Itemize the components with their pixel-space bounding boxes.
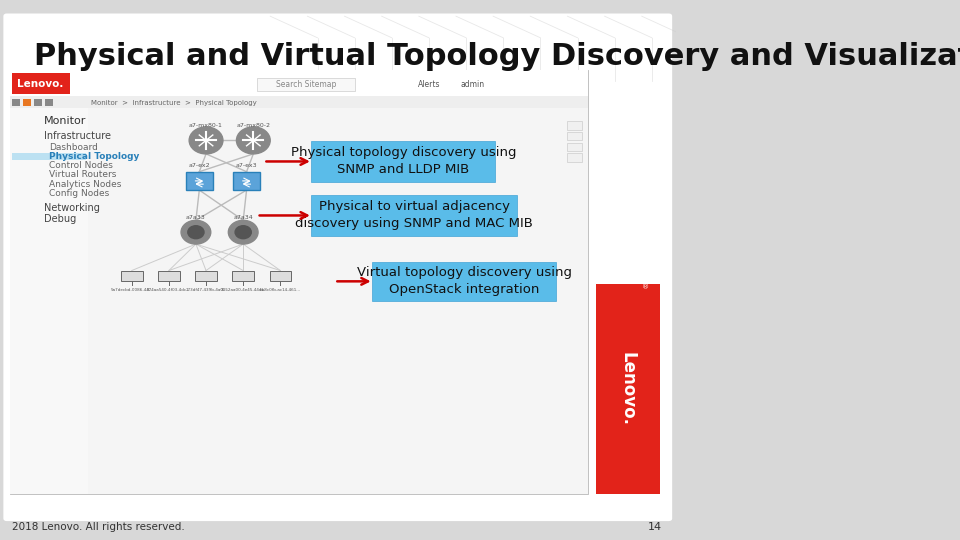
Bar (186, 172, 213, 190)
FancyBboxPatch shape (311, 195, 516, 236)
Text: Debug: Debug (44, 214, 76, 224)
Text: Physical to virtual adjacency
discovery using SNMP and MAC MIB: Physical to virtual adjacency discovery … (295, 200, 533, 231)
Text: Physical topology discovery using
SNMP and LLDP MIB: Physical topology discovery using SNMP a… (291, 146, 516, 177)
Text: Dashboard: Dashboard (49, 143, 98, 152)
Bar (232, 271, 254, 281)
Bar (256, 78, 354, 91)
Bar (12, 73, 69, 94)
Bar (567, 153, 583, 162)
Text: Networking: Networking (44, 203, 100, 213)
FancyBboxPatch shape (4, 14, 672, 521)
Text: Search Sitemap: Search Sitemap (276, 80, 336, 89)
Text: a7-ex2: a7-ex2 (188, 163, 210, 168)
Bar (12, 99, 20, 106)
Text: Analytics Nodes: Analytics Nodes (49, 180, 121, 188)
Bar (34, 99, 42, 106)
Text: Physical Topology: Physical Topology (49, 152, 139, 161)
Text: a7a34: a7a34 (233, 214, 253, 220)
Text: 173df47-439b-4a0...: 173df47-439b-4a0... (185, 288, 227, 292)
Text: Virtual topology discovery using
OpenStack integration: Virtual topology discovery using OpenSta… (356, 266, 571, 296)
Text: ®: ® (641, 284, 649, 291)
Text: Physical and Virtual Topology Discovery and Visualization: Physical and Virtual Topology Discovery … (34, 42, 960, 71)
Bar (567, 132, 583, 140)
Bar (11, 96, 588, 108)
Text: bb8c0fb-ac14-461...: bb8c0fb-ac14-461... (260, 288, 300, 292)
Bar (44, 99, 53, 106)
Text: a7-mx80-2: a7-mx80-2 (236, 123, 271, 128)
Bar (233, 172, 260, 190)
Circle shape (181, 220, 211, 244)
Bar (23, 99, 31, 106)
Circle shape (236, 127, 270, 154)
Circle shape (235, 226, 252, 239)
FancyBboxPatch shape (311, 141, 495, 182)
Bar (596, 284, 660, 494)
Bar (195, 271, 217, 281)
Bar (567, 143, 583, 151)
Text: Lenovo.: Lenovo. (619, 352, 636, 426)
Text: Infrastructure: Infrastructure (44, 131, 111, 141)
Text: Monitor  >  Infrastructure  >  Physical Topology: Monitor > Infrastructure > Physical Topo… (91, 99, 257, 106)
Bar (270, 271, 291, 281)
Text: admin: admin (461, 80, 485, 89)
Text: a7-ex3: a7-ex3 (236, 163, 257, 168)
Circle shape (228, 220, 258, 244)
Text: Lenovo.: Lenovo. (17, 79, 63, 89)
Text: 874aa540-4f03-4dc...: 874aa540-4f03-4dc... (147, 288, 191, 292)
Bar (567, 121, 583, 130)
Text: Control Nodes: Control Nodes (49, 161, 112, 170)
Bar (11, 108, 87, 494)
FancyBboxPatch shape (11, 70, 588, 494)
Text: Config Nodes: Config Nodes (49, 189, 108, 198)
Text: Monitor: Monitor (44, 117, 86, 126)
Text: 14: 14 (648, 522, 662, 531)
Bar (158, 271, 180, 281)
Text: 5a7decbd-0086-44...: 5a7decbd-0086-44... (110, 288, 153, 292)
Text: Alerts: Alerts (418, 80, 441, 89)
Bar (11, 70, 588, 97)
FancyBboxPatch shape (372, 262, 556, 301)
Bar (12, 153, 86, 160)
Bar (121, 271, 142, 281)
Text: 2018 Lenovo. All rights reserved.: 2018 Lenovo. All rights reserved. (12, 522, 185, 531)
Text: a7-mx80-1: a7-mx80-1 (189, 123, 223, 128)
Text: a7a33: a7a33 (186, 214, 205, 220)
Text: 3052aa00-4e45-44d...: 3052aa00-4e45-44d... (221, 288, 266, 292)
Text: Virtual Routers: Virtual Routers (49, 171, 116, 179)
Circle shape (188, 226, 204, 239)
Circle shape (189, 127, 223, 154)
